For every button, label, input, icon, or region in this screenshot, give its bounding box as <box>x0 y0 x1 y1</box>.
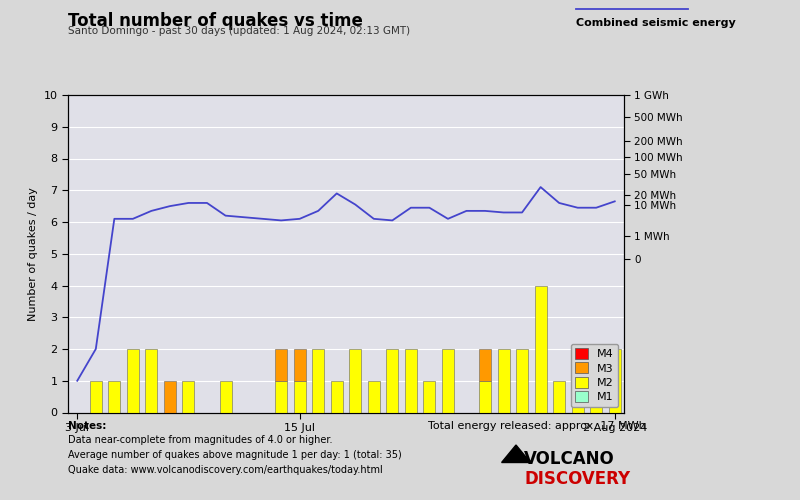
Text: Quake data: www.volcanodiscovery.com/earthquakes/today.html: Quake data: www.volcanodiscovery.com/ear… <box>68 465 382 475</box>
Text: Average number of quakes above magnitude 1 per day: 1 (total: 35): Average number of quakes above magnitude… <box>68 450 402 460</box>
Bar <box>350 349 362 412</box>
Bar <box>275 349 287 381</box>
Bar <box>423 381 435 412</box>
Bar <box>294 381 306 412</box>
Bar <box>164 381 176 412</box>
Text: Total energy released: approx. 17 MWh: Total energy released: approx. 17 MWh <box>428 421 646 431</box>
Text: Santo Domingo - past 30 days (updated: 1 Aug 2024, 02:13 GMT): Santo Domingo - past 30 days (updated: 1… <box>68 26 410 36</box>
Bar <box>368 381 380 412</box>
Bar <box>609 349 621 412</box>
Bar <box>479 349 491 381</box>
Text: Data near-complete from magnitudes of 4.0 or higher.: Data near-complete from magnitudes of 4.… <box>68 435 333 445</box>
Bar <box>312 349 324 412</box>
Text: VOLCANO: VOLCANO <box>524 450 614 468</box>
Bar <box>330 381 342 412</box>
Text: DISCOVERY: DISCOVERY <box>524 470 630 488</box>
Bar <box>572 349 584 412</box>
Bar <box>386 349 398 412</box>
Bar <box>553 381 565 412</box>
Bar <box>405 349 417 412</box>
Bar <box>590 381 602 412</box>
Bar <box>294 349 306 381</box>
Text: Notes:: Notes: <box>68 421 106 431</box>
Text: Combined seismic energy: Combined seismic energy <box>576 18 736 28</box>
Bar <box>516 349 528 412</box>
Bar <box>90 381 102 412</box>
Bar <box>275 381 287 412</box>
Bar <box>146 349 158 412</box>
Y-axis label: Number of quakes / day: Number of quakes / day <box>28 187 38 320</box>
Bar <box>442 349 454 412</box>
Bar <box>182 381 194 412</box>
Bar <box>479 381 491 412</box>
Bar <box>590 349 602 381</box>
Legend: M4, M3, M2, M1: M4, M3, M2, M1 <box>570 344 618 407</box>
Bar <box>219 381 231 412</box>
Bar <box>127 349 139 412</box>
Bar <box>108 381 120 412</box>
Bar <box>498 349 510 412</box>
Bar <box>534 286 546 412</box>
Text: Total number of quakes vs time: Total number of quakes vs time <box>68 12 363 30</box>
